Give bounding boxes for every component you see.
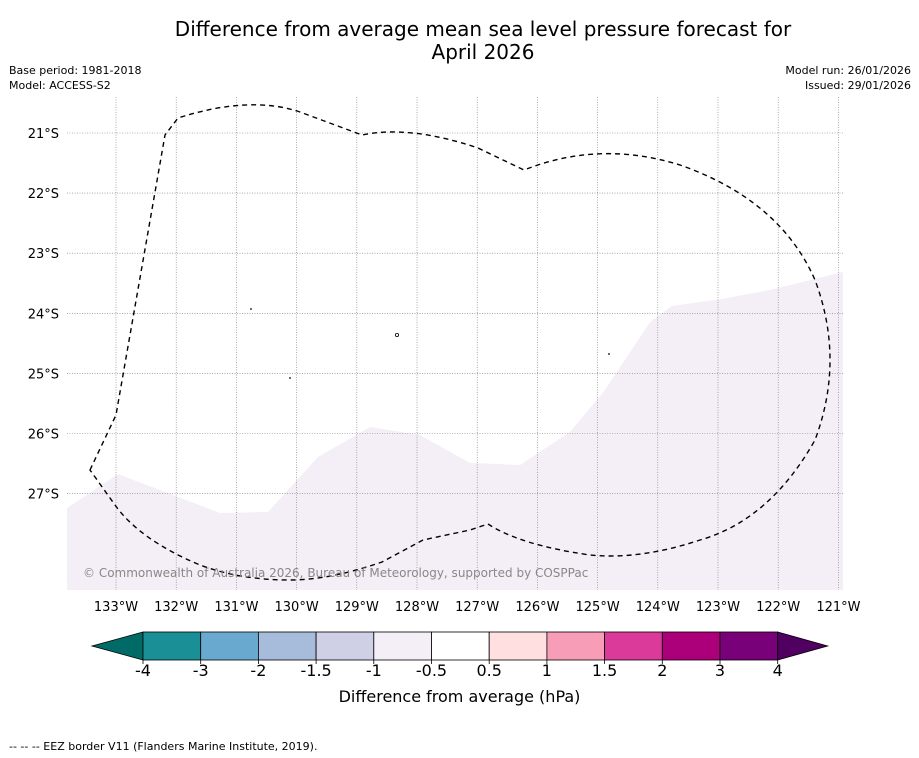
latitude-label: 21°S bbox=[28, 127, 59, 142]
colorbar-segment bbox=[431, 631, 490, 661]
map-title: Difference from average mean sea level p… bbox=[0, 18, 919, 64]
meta-right: Model run: 26/01/2026 Issued: 29/01/2026 bbox=[785, 63, 911, 93]
longitude-label: 121°W bbox=[816, 600, 860, 615]
colorbar-tick-label: 1 bbox=[542, 661, 552, 680]
colorbar bbox=[90, 631, 830, 661]
longitude-label: 133°W bbox=[94, 600, 138, 615]
longitude-label: 131°W bbox=[214, 600, 258, 615]
colorbar-tick-label: 2 bbox=[657, 661, 667, 680]
longitude-label: 129°W bbox=[335, 600, 379, 615]
colorbar-tick-label: 0.5 bbox=[476, 661, 501, 680]
colorbar-segment bbox=[661, 631, 721, 661]
colorbar-segment bbox=[142, 631, 202, 661]
longitude-label: 127°W bbox=[455, 600, 499, 615]
title-line-2: April 2026 bbox=[431, 40, 535, 64]
longitude-label: 132°W bbox=[154, 600, 198, 615]
latitude-label: 25°S bbox=[28, 367, 59, 382]
latitude-label: 23°S bbox=[28, 247, 59, 262]
longitude-label: 130°W bbox=[275, 600, 319, 615]
colorbar-ticks: -4 -3 -2 -1.5 -1 -0.5 0.5 1 1.5 2 3 4 bbox=[135, 660, 783, 680]
colorbar-segment bbox=[257, 631, 317, 661]
footnote: -- -- -- EEZ border V11 (Flanders Marine… bbox=[9, 740, 318, 753]
colorbar-segment bbox=[315, 631, 375, 661]
longitude-label: 126°W bbox=[515, 600, 559, 615]
anomaly-region bbox=[67, 272, 843, 590]
meta-left: Base period: 1981-2018 Model: ACCESS-S2 bbox=[9, 63, 141, 93]
colorbar-segment bbox=[200, 631, 259, 661]
islet bbox=[394, 332, 399, 337]
colorbar-over-arrow bbox=[777, 631, 830, 661]
latitude-label: 26°S bbox=[28, 428, 59, 443]
colorbar-segment bbox=[546, 631, 606, 661]
map-figure: © Commonwealth of Australia 2026, Bureau… bbox=[28, 97, 861, 680]
colorbar-segment bbox=[719, 631, 779, 661]
map-panel: © Commonwealth of Australia 2026, Bureau… bbox=[67, 97, 843, 590]
latitude-label: 24°S bbox=[28, 307, 59, 322]
colorbar-tick-label: -4 bbox=[135, 661, 151, 680]
colorbar-tick-label: 4 bbox=[773, 661, 783, 680]
issued-date: Issued: 29/01/2026 bbox=[804, 79, 911, 92]
copyright-text: © Commonwealth of Australia 2026, Bureau… bbox=[83, 566, 588, 580]
colorbar-label: Difference from average (hPa) bbox=[338, 687, 581, 706]
colorbar-tick-label: -2 bbox=[250, 661, 266, 680]
title-line-1: Difference from average mean sea level p… bbox=[174, 17, 792, 41]
eez-border bbox=[89, 104, 831, 581]
colorbar-segment bbox=[604, 631, 663, 661]
longitude-label: 125°W bbox=[576, 600, 620, 615]
colorbar-tick-label: -3 bbox=[193, 661, 209, 680]
colorbar-tick-label: -1 bbox=[366, 661, 382, 680]
model-run: Model run: 26/01/2026 bbox=[785, 64, 911, 77]
latitude-labels: 21°S 22°S 23°S 24°S 25°S 26°S 27°S bbox=[28, 127, 59, 503]
model-name: Model: ACCESS-S2 bbox=[9, 79, 111, 92]
graticule bbox=[67, 97, 843, 590]
longitude-labels: 133°W 132°W 131°W 130°W 129°W 128°W 127°W 126°W… bbox=[94, 600, 861, 615]
colorbar-tick-label: 3 bbox=[715, 661, 725, 680]
base-period: Base period: 1981-2018 bbox=[9, 64, 142, 77]
latitude-label: 22°S bbox=[28, 187, 59, 202]
colorbar-tick-label: -0.5 bbox=[416, 661, 447, 680]
islet bbox=[289, 377, 291, 379]
longitude-label: 124°W bbox=[636, 600, 680, 615]
longitude-label: 123°W bbox=[696, 600, 740, 615]
longitude-label: 122°W bbox=[756, 600, 800, 615]
longitude-label: 128°W bbox=[395, 600, 439, 615]
islet bbox=[250, 308, 252, 310]
colorbar-segment bbox=[488, 631, 548, 661]
colorbar-tick-label: 1.5 bbox=[592, 661, 617, 680]
colorbar-segment bbox=[373, 631, 432, 661]
colorbar-under-arrow bbox=[90, 631, 144, 661]
islet bbox=[608, 353, 610, 355]
latitude-label: 27°S bbox=[28, 488, 59, 503]
colorbar-tick-label: -1.5 bbox=[300, 661, 331, 680]
